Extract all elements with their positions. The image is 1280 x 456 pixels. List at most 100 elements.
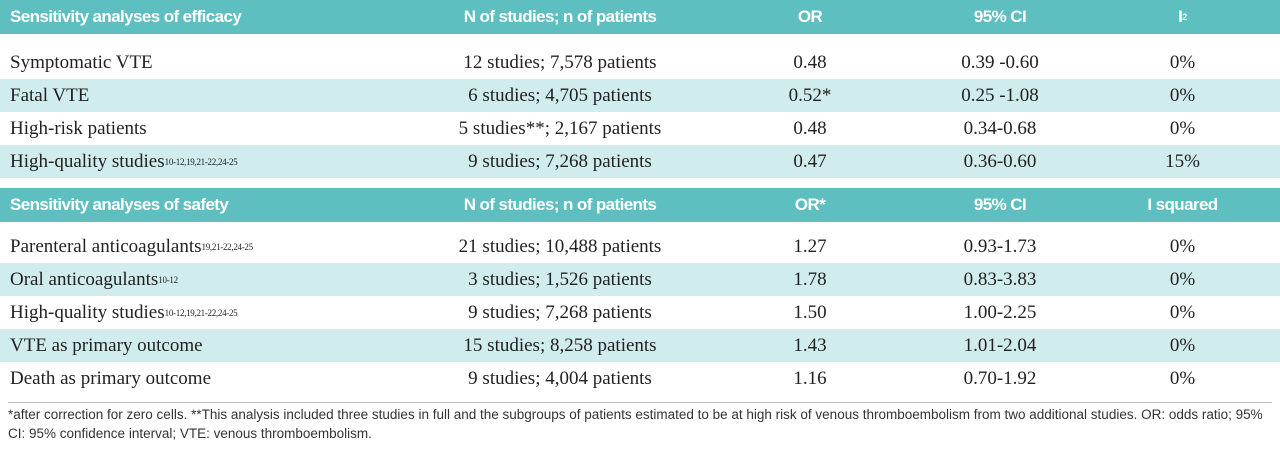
row-label: Death as primary outcome xyxy=(10,367,212,389)
header-row: Sensitivity analyses of efficacy N of stu… xyxy=(0,0,1280,34)
table-cell: 1.78 xyxy=(740,263,880,296)
cell-text: OR* xyxy=(794,195,826,214)
table-cell: 1.16 xyxy=(740,362,880,395)
table-cell: 21 studies; 10,488 patients xyxy=(440,230,680,263)
table-cell: 5 studies**; 2,167 patients xyxy=(440,112,680,145)
cell-text: 9 studies; 4,004 patients xyxy=(468,367,652,389)
cell-text: 1.01-2.04 xyxy=(963,334,1037,356)
cell-text: 1.16 xyxy=(793,367,827,389)
cell-text: 15% xyxy=(1165,150,1200,172)
row-label: High-risk patients xyxy=(10,117,147,139)
table-cell: High-quality studies 10-12,19,21-22,24-25 xyxy=(10,296,430,329)
header-row: Sensitivity analyses of safety N of studi… xyxy=(0,188,1280,222)
cell-text: 1.43 xyxy=(793,334,827,356)
table-cell: Symptomatic VTE xyxy=(10,46,430,79)
superscript: 19,21-22,24-25 xyxy=(201,241,254,252)
cell-text: 0% xyxy=(1169,268,1196,290)
cell-text: N of studies; n of patients xyxy=(463,7,657,26)
table-cell: High-quality studies 10-12,19,21-22,24-25 xyxy=(10,145,430,178)
data-row: High-quality studies 10-12,19,21-22,24-25… xyxy=(0,145,1280,178)
table-cell: 0.25 -1.08 xyxy=(900,79,1100,112)
table-cell: 12 studies; 7,578 patients xyxy=(440,46,680,79)
table-cell: I squared xyxy=(1110,188,1255,222)
table-cell: 0.47 xyxy=(740,145,880,178)
cell-text: 3 studies; 1,526 patients xyxy=(468,268,652,290)
row-label: High-quality studies xyxy=(10,150,165,172)
cell-text: Sensitivity analyses of safety xyxy=(10,195,229,214)
table-cell: OR xyxy=(740,0,880,34)
cell-text: 9 studies; 7,268 patients xyxy=(468,150,652,172)
superscript: 10-12 xyxy=(158,274,178,285)
table-cell: 0% xyxy=(1110,263,1255,296)
cell-text: 0.47 xyxy=(793,150,827,172)
table-cell: 15% xyxy=(1110,145,1255,178)
row-label: VTE as primary outcome xyxy=(10,334,203,356)
cell-text: 0.52* xyxy=(788,84,832,106)
table-cell: 95% CI xyxy=(900,0,1100,34)
cell-text: 12 studies; 7,578 patients xyxy=(463,51,657,73)
data-row: Symptomatic VTE 12 studies; 7,578 patient… xyxy=(0,46,1280,79)
table-cell: N of studies; n of patients xyxy=(440,188,680,222)
cell-text: 6 studies; 4,705 patients xyxy=(468,84,652,106)
cell-text: 95% CI xyxy=(973,195,1027,214)
cell-text: 0.25 -1.08 xyxy=(961,84,1039,106)
table-cell: 6 studies; 4,705 patients xyxy=(440,79,680,112)
data-row: High-risk patients 5 studies**; 2,167 pat… xyxy=(0,112,1280,145)
cell-text: 1.78 xyxy=(793,268,827,290)
data-row: VTE as primary outcome 15 studies; 8,258 … xyxy=(0,329,1280,362)
cell-text: 0% xyxy=(1169,301,1196,323)
table-cell: 0% xyxy=(1110,79,1255,112)
row-label: High-quality studies xyxy=(10,301,165,323)
cell-text: 0.48 xyxy=(793,117,827,139)
table-cell: 0.36-0.60 xyxy=(900,145,1100,178)
table-cell: 0% xyxy=(1110,112,1255,145)
table-cell: Fatal VTE xyxy=(10,79,430,112)
cell-text: 0.48 xyxy=(793,51,827,73)
footnote: *after correction for zero cells. **This… xyxy=(8,402,1272,443)
cell-text: I squared xyxy=(1147,195,1218,214)
table-cell: 1.00-2.25 xyxy=(900,296,1100,329)
cell-text: 0.83-3.83 xyxy=(963,268,1037,290)
cell-text: 0% xyxy=(1169,117,1196,139)
cell-text: I xyxy=(1178,7,1183,26)
cell-text: 0% xyxy=(1169,84,1196,106)
cell-text: 0.39 -0.60 xyxy=(961,51,1039,73)
table-cell: Parenteral anticoagulants 19,21-22,24-25 xyxy=(10,230,430,263)
cell-text: 9 studies; 7,268 patients xyxy=(468,301,652,323)
row-label: Oral anticoagulants xyxy=(10,268,159,290)
table-cell: 1.01-2.04 xyxy=(900,329,1100,362)
cell-text: 95% CI xyxy=(973,7,1027,26)
data-row: Parenteral anticoagulants 19,21-22,24-25 2… xyxy=(0,230,1280,263)
table-cell: Sensitivity analyses of safety xyxy=(10,188,430,222)
table-cell: 0.39 -0.60 xyxy=(900,46,1100,79)
table-cell: 1.50 xyxy=(740,296,880,329)
data-row: Death as primary outcome 9 studies; 4,004… xyxy=(0,362,1280,395)
table-cell: N of studies; n of patients xyxy=(440,0,680,34)
cell-text: 0% xyxy=(1169,334,1196,356)
cell-text: Sensitivity analyses of efficacy xyxy=(10,7,242,26)
table-cell: 1.27 xyxy=(740,230,880,263)
superscript: 10-12,19,21-22,24-25 xyxy=(164,156,238,167)
table-cell: Sensitivity analyses of efficacy xyxy=(10,0,430,34)
cell-text: 1.00-2.25 xyxy=(963,301,1037,323)
cell-text: 0.70-1.92 xyxy=(963,367,1037,389)
table-cell: 9 studies; 4,004 patients xyxy=(440,362,680,395)
table-cell: 0.34-0.68 xyxy=(900,112,1100,145)
cell-text: 0% xyxy=(1169,367,1196,389)
table-cell: 9 studies; 7,268 patients xyxy=(440,145,680,178)
data-row: Fatal VTE 6 studies; 4,705 patients 0.52* 0… xyxy=(0,79,1280,112)
cell-text: 0.34-0.68 xyxy=(963,117,1037,139)
cell-text: 0% xyxy=(1169,235,1196,257)
cell-text: 21 studies; 10,488 patients xyxy=(458,235,662,257)
table-cell: 0% xyxy=(1110,230,1255,263)
table-cell: Oral anticoagulants 10-12 xyxy=(10,263,430,296)
table-cell: 9 studies; 7,268 patients xyxy=(440,296,680,329)
table-cell: VTE as primary outcome xyxy=(10,329,430,362)
cell-text: OR xyxy=(797,7,823,26)
superscript: 10-12,19,21-22,24-25 xyxy=(164,307,238,318)
cell-text: 0.93-1.73 xyxy=(963,235,1037,257)
table-cell: 3 studies; 1,526 patients xyxy=(440,263,680,296)
cell-text: 0% xyxy=(1169,51,1196,73)
